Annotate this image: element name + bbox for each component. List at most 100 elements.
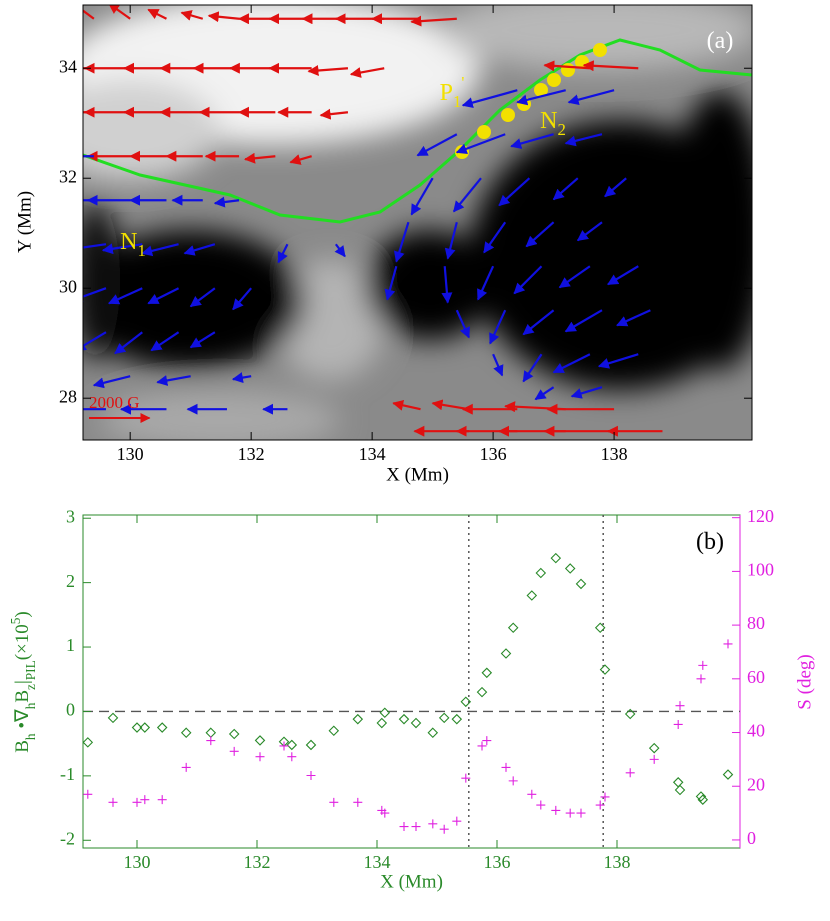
data-point xyxy=(500,648,512,659)
vector-arrow xyxy=(483,221,507,254)
data-point xyxy=(600,792,610,802)
data-point xyxy=(649,754,659,764)
label-part: B xyxy=(12,690,33,703)
data-point xyxy=(328,725,340,737)
vector-arrow xyxy=(570,386,603,399)
data-point xyxy=(673,719,683,729)
vector-arrow xyxy=(147,8,167,20)
data-point xyxy=(205,727,217,738)
label-part: (×10 xyxy=(12,624,33,660)
label-part: N xyxy=(120,229,137,255)
data-point xyxy=(329,797,339,807)
vector-arrow xyxy=(552,353,591,374)
data-point xyxy=(83,789,93,799)
data-point xyxy=(460,696,472,708)
reference-label: 2000 G xyxy=(89,393,140,412)
y2-tick-label: 40 xyxy=(747,721,765,741)
data-point xyxy=(551,805,561,815)
y2-tick-label: 100 xyxy=(747,560,774,580)
label-part: N xyxy=(540,108,557,134)
x-tick-label: 134 xyxy=(359,444,386,464)
vector-arrow xyxy=(410,15,457,27)
data-point xyxy=(599,664,611,675)
label-part: ' xyxy=(461,73,464,92)
x-tick-label: 138 xyxy=(601,444,628,464)
data-point xyxy=(131,722,143,733)
vector-arrow xyxy=(147,287,180,305)
data-point xyxy=(287,752,297,762)
vector-arrow xyxy=(384,265,398,301)
label-part: (a) xyxy=(707,28,734,54)
y2-tick-label: 80 xyxy=(747,613,765,633)
vector-arrow xyxy=(183,243,216,256)
y-tick-label: -1 xyxy=(60,764,75,784)
label-part: | xyxy=(12,680,33,684)
data-point xyxy=(352,713,364,725)
vector-arrow xyxy=(498,177,531,207)
data-point xyxy=(565,808,575,818)
annotation: N2 xyxy=(540,108,566,140)
vector-arrow xyxy=(582,60,639,72)
data-point xyxy=(501,762,511,772)
data-point xyxy=(255,752,265,762)
data-point xyxy=(695,791,707,802)
label-part: 1 xyxy=(453,92,461,111)
data-point xyxy=(108,797,118,807)
vector-arrow xyxy=(567,89,615,106)
vector-arrow xyxy=(83,287,107,303)
data-point xyxy=(82,737,94,748)
data-point xyxy=(451,713,463,725)
vector-arrow xyxy=(180,10,204,21)
vector-arrow xyxy=(558,265,591,289)
data-point xyxy=(398,713,410,725)
vector-arrow xyxy=(607,265,639,286)
vector-arrow xyxy=(231,372,252,384)
data-point xyxy=(279,741,289,751)
data-point xyxy=(535,567,547,579)
data-point xyxy=(411,822,421,832)
vector-arrow xyxy=(476,265,495,301)
data-point xyxy=(353,797,363,807)
data-point xyxy=(625,768,635,778)
annotation: P1' xyxy=(440,73,465,111)
data-point xyxy=(228,728,240,740)
vector-arrow xyxy=(83,9,95,20)
vector-arrow xyxy=(277,243,289,264)
magnetogram xyxy=(83,5,752,440)
vector-arrow xyxy=(564,133,603,147)
vector-arrow xyxy=(349,67,385,78)
vector-arrow xyxy=(597,353,639,369)
vector-arrow xyxy=(410,177,434,216)
y-tick-label: -2 xyxy=(60,828,75,848)
data-point xyxy=(722,769,734,780)
vector-arrow xyxy=(92,375,131,389)
data-point xyxy=(461,773,471,783)
data-point xyxy=(376,717,388,729)
data-point xyxy=(306,770,316,780)
data-point xyxy=(476,686,488,698)
data-point xyxy=(550,552,562,564)
y-tick-label: 2 xyxy=(66,571,75,591)
vector-arrow xyxy=(207,11,240,23)
vector-arrow xyxy=(108,5,131,20)
data-point xyxy=(439,824,449,834)
data-point xyxy=(379,707,391,719)
vector-arrow xyxy=(141,243,179,257)
data-point xyxy=(697,794,709,805)
label-part: 1 xyxy=(137,241,145,260)
plot-frame xyxy=(82,514,741,849)
vector-arrow xyxy=(156,375,191,386)
data-point xyxy=(140,795,150,805)
y-tick-label: 0 xyxy=(66,700,75,720)
vector-arrow xyxy=(522,309,555,336)
vector-arrow xyxy=(392,399,421,411)
x-tick-label: 130 xyxy=(117,444,144,464)
data-point xyxy=(410,717,422,729)
vector-arrow xyxy=(513,265,543,295)
vector-arrow xyxy=(319,108,349,120)
vector-arrow xyxy=(189,331,216,349)
data-point xyxy=(139,722,151,733)
x-tick-label: 138 xyxy=(604,852,631,872)
y-axis-title: Bh •∇hBz|PIL(×105) xyxy=(8,611,38,753)
